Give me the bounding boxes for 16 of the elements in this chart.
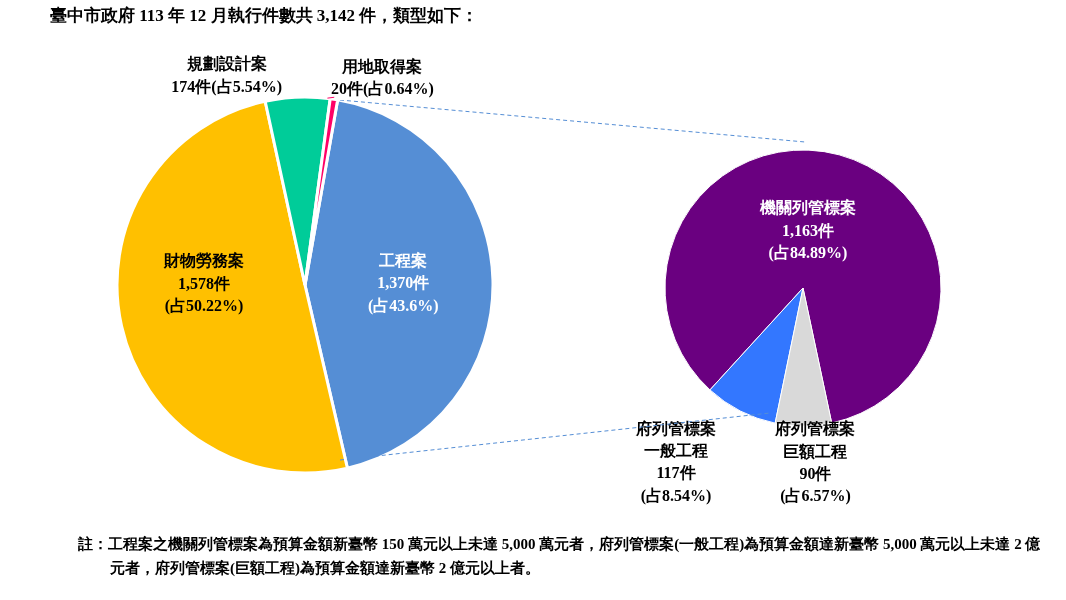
slice-label: 府列管標案一般工程 xyxy=(635,418,717,459)
chart-title: 臺中市政府 113 年 12 月執行件數共 3,142 件，類型如下： xyxy=(50,5,479,27)
data-label: 1,163件 (占84.89%) xyxy=(768,221,848,262)
data-label: 1,370件 (占43.6%) xyxy=(368,273,439,315)
slice-label: 用地取得案 xyxy=(341,56,423,75)
data-label: 117件 (占8.54%) xyxy=(640,463,712,505)
slice-label: 規劃設計案 xyxy=(185,53,267,72)
slice-label: 工程案 xyxy=(378,250,428,269)
data-label: 1,578件 (占50.22%) xyxy=(164,274,244,315)
slice-label: 財物勞務案 xyxy=(163,250,245,269)
slice-label: 機關列管標案 xyxy=(758,197,856,216)
text: 註：工程案之機關列管標案為預算金額新臺幣 150 萬元以上未達 5,000 萬元者，府列管標案(一般工程)為預算金額達新臺幣 5,000 萬元以上未達 2 億元者，府列管標案(巨額工程)為預算金額達新臺幣 2 億元以上者。 xyxy=(78,535,1042,578)
slice-label: 府列管標案巨額工程 xyxy=(774,418,856,461)
data-label: 174件(占5.54%) xyxy=(171,77,283,96)
data-label: 20件(占0.64%) xyxy=(331,79,434,98)
data-label: 90件 (占6.57%) xyxy=(780,464,851,505)
